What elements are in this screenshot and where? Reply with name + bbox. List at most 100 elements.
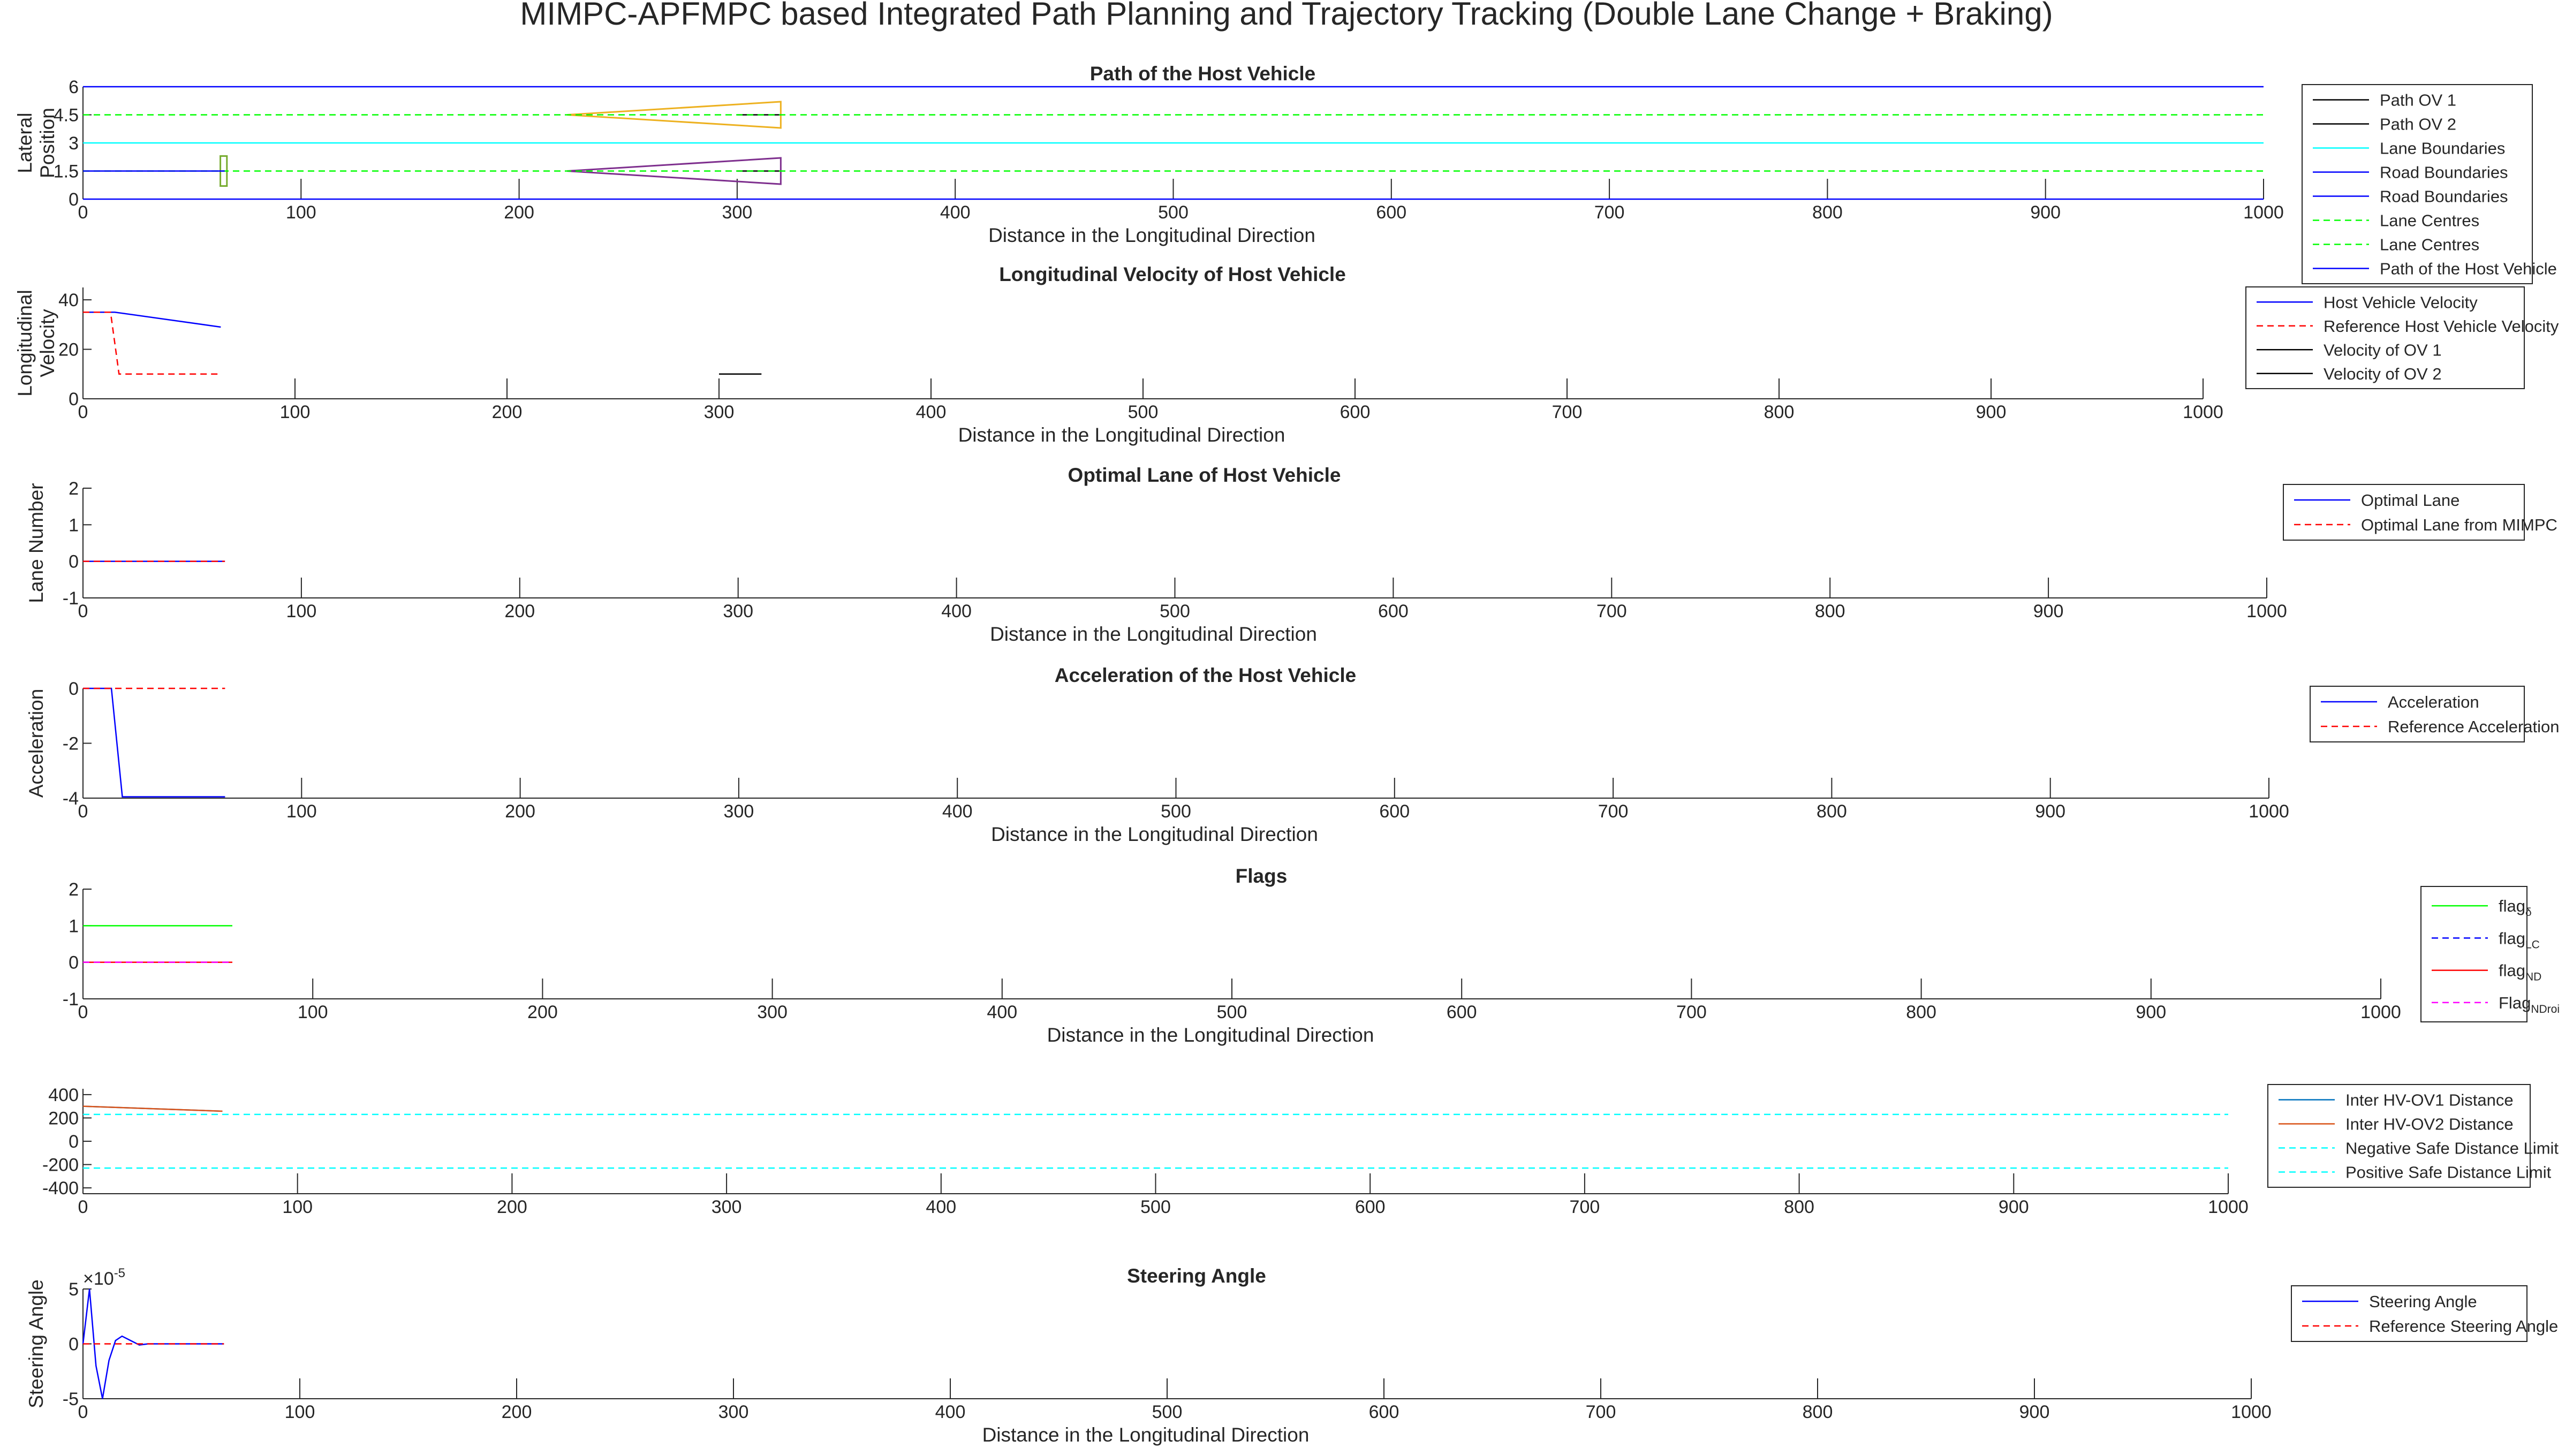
y-tick-label: -1 bbox=[63, 989, 79, 1010]
x-tick-label: 700 bbox=[1552, 402, 1583, 422]
x-tick-label: 0 bbox=[78, 601, 88, 621]
y-tick-label: -2 bbox=[63, 734, 79, 754]
series-line bbox=[83, 311, 221, 375]
x-tick-label: 1000 bbox=[2231, 1402, 2272, 1422]
legend-entry: Road Boundaries bbox=[2380, 187, 2508, 206]
x-tick-label: 300 bbox=[722, 202, 753, 223]
x-axis-label: Distance in the Longitudinal Direction bbox=[1047, 1024, 1374, 1046]
legend-entry-subscript: ND bbox=[2525, 971, 2541, 983]
x-tick-label: 600 bbox=[1447, 1002, 1477, 1022]
legend-entry: Path of the Host Vehicle bbox=[2380, 260, 2557, 278]
legend-box bbox=[2302, 84, 2533, 284]
x-tick-label: 900 bbox=[2035, 801, 2065, 822]
x-tick-label: 400 bbox=[935, 1402, 966, 1422]
x-tick-label: 500 bbox=[1140, 1197, 1171, 1217]
legend-entry: Positive Safe Distance Limit bbox=[2345, 1163, 2552, 1182]
y-tick-label: 200 bbox=[48, 1108, 79, 1128]
x-tick-label: 100 bbox=[286, 601, 317, 621]
x-tick-label: 1000 bbox=[2249, 801, 2289, 822]
x-tick-label: 600 bbox=[1355, 1197, 1386, 1217]
chart-panel-6: 0 100 200 300 400 500 600 700 800 900 1000 -400-200… bbox=[42, 1084, 2559, 1217]
x-tick-label: 200 bbox=[527, 1002, 558, 1022]
y-tick-label: 2 bbox=[69, 479, 79, 499]
x-tick-label: 400 bbox=[942, 801, 973, 822]
x-tick-label: 400 bbox=[916, 402, 947, 422]
legend-entry: flagND bbox=[2499, 961, 2541, 983]
legend-entry: Optimal Lane from MIMPC bbox=[2361, 515, 2557, 534]
x-tick-label: 900 bbox=[2019, 1402, 2050, 1422]
panel-title: Longitudinal Velocity of Host Vehicle bbox=[999, 263, 1346, 285]
x-tick-label: 800 bbox=[1815, 601, 1845, 621]
x-tick-label: 500 bbox=[1128, 402, 1159, 422]
panel-title: Optimal Lane of Host Vehicle bbox=[1068, 464, 1341, 486]
x-tick-label: 0 bbox=[78, 1402, 88, 1422]
x-tick-label: 100 bbox=[280, 402, 311, 422]
y-tick-label: -4 bbox=[63, 788, 79, 809]
x-tick-label: 300 bbox=[718, 1402, 749, 1422]
chart-panel-1: 0 100 200 300 400 500 600 700 800 900 1000 0 1.5 3 4.5… bbox=[14, 63, 2557, 284]
x-tick-label: 400 bbox=[941, 601, 972, 621]
legend-entry: Path OV 1 bbox=[2380, 91, 2456, 110]
x-tick-label: 500 bbox=[1217, 1002, 1247, 1022]
y-tick-label: -400 bbox=[42, 1178, 79, 1199]
legend-box bbox=[2310, 686, 2525, 742]
x-tick-label: 200 bbox=[504, 601, 535, 621]
series-line bbox=[82, 1105, 223, 1112]
x-tick-label: 1000 bbox=[2183, 402, 2223, 422]
legend: Steering Angle Reference Steering Angle bbox=[2291, 1285, 2558, 1342]
y-tick-label: 2 bbox=[69, 879, 79, 900]
overlay-shape bbox=[220, 155, 228, 187]
legend-entry: Reference Steering Angle bbox=[2369, 1317, 2558, 1336]
x-tick-label: 400 bbox=[940, 202, 971, 223]
legend-entry: FlagNDroi bbox=[2499, 994, 2560, 1015]
y-axis-label: Acceleration bbox=[25, 689, 47, 798]
y-tick-label: 6 bbox=[69, 77, 79, 97]
legend-box bbox=[2291, 1285, 2527, 1342]
legend: Inter HV-OV1 Distance Inter HV-OV2 Distan… bbox=[2267, 1084, 2559, 1188]
legend: Path OV 1 Path OV 2 Lane Boundaries Road Bo… bbox=[2302, 84, 2557, 284]
y-axis-label: Longitudinal bbox=[14, 290, 36, 397]
y-tick-label: 0 bbox=[69, 679, 79, 699]
x-tick-label: 200 bbox=[502, 1402, 532, 1422]
y-tick-label: 0 bbox=[69, 189, 79, 210]
y-tick-label: 0 bbox=[69, 389, 79, 410]
series-line bbox=[82, 1288, 224, 1399]
x-tick-label: 900 bbox=[2136, 1002, 2166, 1022]
legend-entry-subscript: NDroi bbox=[2531, 1003, 2560, 1015]
legend-entry: Host Vehicle Velocity bbox=[2324, 293, 2478, 312]
x-tick-label: 200 bbox=[497, 1197, 527, 1217]
legend: Optimal Lane Optimal Lane from MIMPC bbox=[2283, 484, 2557, 541]
x-tick-label: 900 bbox=[1976, 402, 2007, 422]
y-tick-label: 40 bbox=[58, 290, 79, 310]
legend-entry: Road Boundaries bbox=[2380, 163, 2508, 182]
x-tick-label: 600 bbox=[1340, 402, 1371, 422]
x-tick-label: 700 bbox=[1586, 1402, 1616, 1422]
x-tick-label: 600 bbox=[1369, 1402, 1399, 1422]
x-tick-label: 500 bbox=[1160, 601, 1190, 621]
legend-entry: Inter HV-OV2 Distance bbox=[2345, 1115, 2514, 1134]
legend: Acceleration Reference Acceleration bbox=[2310, 686, 2560, 742]
legend-entry: flagLC bbox=[2499, 929, 2540, 951]
x-tick-label: 900 bbox=[2033, 601, 2064, 621]
x-axis-label: Distance in the Longitudinal Direction bbox=[990, 623, 1317, 645]
x-tick-label: 700 bbox=[1598, 801, 1629, 822]
x-tick-label: 0 bbox=[78, 1002, 88, 1022]
y-axis-label: Velocity bbox=[36, 309, 58, 377]
legend-entry: Inter HV-OV1 Distance bbox=[2345, 1091, 2514, 1110]
x-tick-label: 900 bbox=[2030, 202, 2061, 223]
y-exponent-label: ×10-5 bbox=[83, 1266, 125, 1289]
x-tick-label: 0 bbox=[78, 1197, 88, 1217]
legend-entry: Velocity of OV 2 bbox=[2324, 365, 2442, 383]
y-tick-label: 3 bbox=[69, 133, 79, 154]
legend-entry: Lane Centres bbox=[2380, 236, 2479, 254]
legend-entry: Optimal Lane bbox=[2361, 491, 2460, 510]
y-tick-label: 5 bbox=[69, 1279, 79, 1300]
x-tick-label: 0 bbox=[78, 402, 88, 422]
x-tick-label: 700 bbox=[1570, 1197, 1600, 1217]
panel-title: Path of the Host Vehicle bbox=[1090, 63, 1315, 85]
x-tick-label: 300 bbox=[704, 402, 735, 422]
legend-entry: Reference Acceleration bbox=[2388, 717, 2560, 736]
x-tick-label: 1000 bbox=[2208, 1197, 2249, 1217]
